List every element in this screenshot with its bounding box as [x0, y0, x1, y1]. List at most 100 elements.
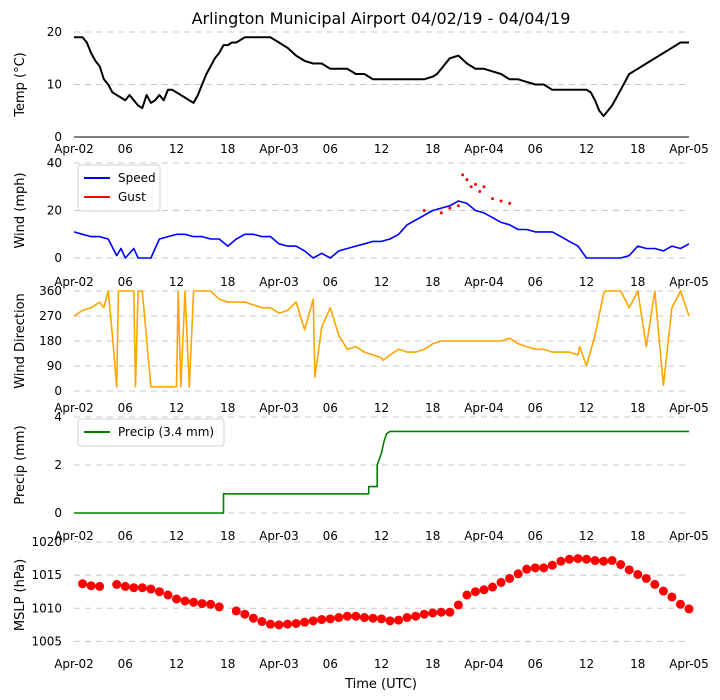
wind-x-tick-label: 18: [425, 275, 440, 289]
temp-y-axis-label: Temp (°C): [13, 52, 28, 118]
direction-x-tick-label: 06: [323, 401, 338, 415]
gust-point: [499, 199, 503, 203]
mslp-point: [86, 581, 96, 591]
mslp-point: [257, 617, 267, 626]
mslp-y-tick-label: 1010: [31, 601, 62, 615]
mslp-point: [599, 556, 609, 566]
precip-x-tick-label: Apr-04: [464, 529, 504, 543]
mslp-point: [308, 616, 318, 626]
temp-y-tick-label: 10: [47, 78, 62, 92]
precip-x-tick-label: 18: [425, 529, 440, 543]
direction-y-tick-label: 270: [39, 309, 62, 323]
gust-point: [469, 185, 473, 189]
gust-point: [491, 197, 495, 201]
wind-panel: 0 20 40 Apr-02 06 12 18 Apr-03 06 12 18 Apr-04 06 12 1…: [13, 156, 709, 289]
direction-y-tick-label: 180: [39, 334, 62, 348]
mslp-y-tick-label: 1005: [31, 634, 62, 648]
wind-x-tick-label: 18: [630, 275, 645, 289]
wind-y-tick-label: 20: [47, 204, 62, 218]
direction-x-tick-label: Apr-03: [259, 401, 299, 415]
mslp-point: [129, 583, 139, 593]
wind-x-tick-label: 12: [169, 275, 184, 289]
mslp-point: [214, 602, 224, 612]
mslp-point: [342, 611, 352, 621]
direction-x-tick-label: 06: [528, 401, 543, 415]
temp-x-tick-label: 12: [169, 142, 184, 156]
temp-x-tick-label: 12: [374, 142, 389, 156]
mslp-point: [300, 617, 310, 627]
mslp-point: [291, 618, 301, 628]
direction-panel: 0 90 180 270 360 Apr-02 06 12 18 Apr-03 06 12 18 Apr-…: [13, 284, 709, 415]
wind-x-tick-label: Apr-04: [464, 275, 504, 289]
temp-x-tick-label: Apr-03: [259, 142, 299, 156]
mslp-point: [684, 604, 694, 614]
wind-x-tick-label: Apr-05: [669, 275, 709, 289]
temp-y-tick-label: 20: [47, 25, 62, 39]
direction-x-tick-label: Apr-04: [464, 401, 504, 415]
mslp-x-tick-label: 06: [118, 657, 133, 671]
mslp-point: [675, 599, 685, 609]
precip-x-tick-label: 12: [374, 529, 389, 543]
mslp-point: [78, 579, 88, 589]
mslp-point: [445, 607, 455, 617]
mslp-point: [274, 620, 284, 630]
wind-x-tick-label: 12: [374, 275, 389, 289]
mslp-point: [411, 611, 421, 621]
temp-x-tick-label: 18: [425, 142, 440, 156]
mslp-point: [513, 569, 523, 579]
direction-y-tick-label: 0: [54, 384, 62, 398]
wind-x-tick-label: 06: [118, 275, 133, 289]
mslp-point: [539, 563, 549, 573]
gust-point: [456, 204, 460, 208]
temp-x-tick-label: 06: [528, 142, 543, 156]
mslp-panel: 1005 1010 1015 1020 Apr-02 06 12 18 Apr-03 06 12 18…: [13, 535, 709, 671]
precip-x-tick-label: Apr-03: [259, 529, 299, 543]
direction-x-tick-label: 18: [630, 401, 645, 415]
gust-point: [448, 206, 452, 210]
mslp-point: [172, 594, 181, 604]
direction-y-tick-label: 90: [47, 359, 62, 373]
temp-y-tick-label: 0: [54, 130, 62, 144]
mslp-point: [428, 608, 438, 618]
mslp-point: [197, 599, 207, 609]
temp-x-tick-label: 18: [220, 142, 235, 156]
mslp-point: [394, 615, 404, 625]
mslp-point: [95, 581, 105, 591]
gust-point: [465, 178, 469, 182]
gust-point: [422, 209, 426, 212]
mslp-point: [479, 585, 489, 595]
gust-point: [482, 185, 486, 189]
direction-x-tick-label: 06: [118, 401, 133, 415]
mslp-y-axis-label: MSLP (hPa): [13, 559, 28, 631]
mslp-point: [633, 569, 643, 579]
mslp-point: [368, 613, 378, 623]
mslp-point: [334, 613, 344, 623]
temp-panel: 0 10 20 Apr-02 06 12 18 Apr-03 06 12 18 Apr-04 06 12 1…: [13, 25, 709, 156]
precip-legend: [77, 418, 225, 447]
mslp-point: [359, 613, 369, 623]
temp-x-tick-label: Apr-05: [669, 142, 709, 156]
wind-x-tick-label: 18: [220, 275, 235, 289]
mslp-point: [377, 614, 386, 624]
mslp-x-tick-label: 06: [528, 657, 543, 671]
wind-x-tick-label: 06: [528, 275, 543, 289]
direction-x-tick-label: 18: [425, 401, 440, 415]
mslp-point: [564, 554, 574, 564]
direction-y-axis-label: Wind Direction: [13, 293, 28, 389]
direction-x-tick-label: 18: [220, 401, 235, 415]
gust-point: [461, 173, 465, 177]
precip-x-tick-label: 18: [630, 529, 645, 543]
temp-x-tick-label: 18: [630, 142, 645, 156]
mslp-x-tick-label: 12: [579, 657, 594, 671]
mslp-point: [402, 613, 412, 623]
mslp-x-tick-label: 18: [220, 657, 235, 671]
mslp-x-tick-label: 18: [630, 657, 645, 671]
mslp-y-tick-label: 1020: [31, 535, 62, 549]
mslp-point: [189, 597, 199, 607]
mslp-point: [137, 583, 147, 593]
direction-x-tick-label: 12: [169, 401, 184, 415]
wind-legend: [77, 164, 161, 212]
wind-x-tick-label: 12: [579, 275, 594, 289]
mslp-point: [462, 590, 472, 600]
